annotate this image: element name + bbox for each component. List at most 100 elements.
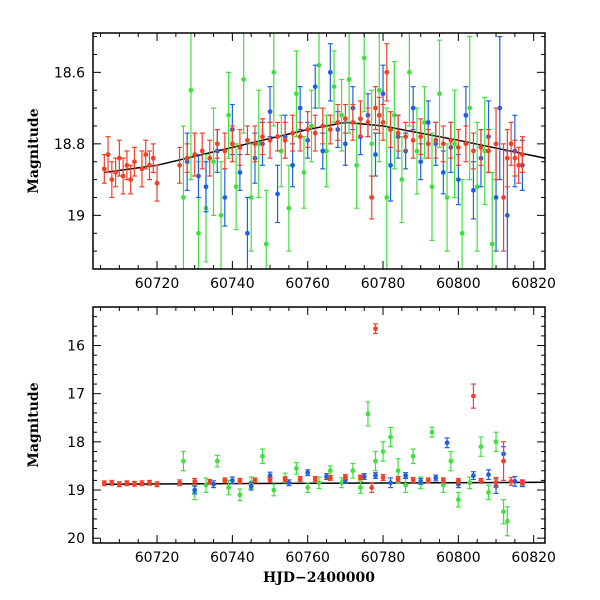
bottom-blue-point (444, 437, 450, 449)
top-red-point (305, 111, 311, 149)
bottom-red-point (373, 323, 378, 335)
bottom-blue-point (486, 469, 491, 481)
bottom-y-tick-label: 20 (67, 531, 85, 547)
top-green-point (354, 121, 360, 209)
top-green-point (293, 50, 299, 138)
top-green-point (211, 107, 217, 216)
bottom-blue-point (286, 479, 292, 487)
bottom-x-tick-label: 60760 (285, 550, 330, 566)
bottom-blue-point (211, 480, 217, 489)
bottom-red-point (177, 479, 183, 487)
top-red-point (486, 128, 491, 174)
bottom-blue-point (388, 477, 394, 489)
top-panel-ylabel: Magnitude (26, 108, 42, 193)
top-green-point (444, 143, 450, 252)
top-green-point (406, 33, 412, 127)
bottom-red-point (192, 477, 198, 485)
bottom-red-point (109, 479, 115, 486)
top-red-point (342, 103, 348, 134)
top-red-point (327, 114, 333, 145)
bottom-green-point (501, 499, 507, 525)
top-red-point (470, 132, 476, 170)
bottom-y-tick-label: 16 (67, 339, 85, 355)
top-red-point (369, 175, 375, 220)
top-red-point (376, 96, 382, 134)
top-red-point (244, 125, 250, 156)
bottom-green-point (203, 477, 209, 494)
top-green-point (482, 96, 488, 206)
top-red-point (403, 121, 409, 152)
bottom-red-point (282, 476, 288, 483)
bottom-green-point (504, 506, 510, 537)
top-green-point (437, 39, 443, 149)
top-green-point (429, 132, 435, 241)
top-red-point (519, 136, 525, 174)
top-green-point (376, 33, 382, 163)
top-red-point (365, 107, 371, 138)
top-red-point (177, 146, 183, 184)
bottom-blue-point (470, 471, 476, 481)
top-red-point (199, 132, 205, 170)
top-red-point (478, 128, 484, 166)
top-x-tick-label: 60780 (361, 276, 406, 292)
bottom-blue-point (305, 469, 311, 477)
top-red-point (410, 121, 416, 159)
top-red-point (440, 125, 446, 163)
bottom-panel-ylabel: Magnitude (26, 382, 42, 467)
top-red-point (282, 121, 288, 159)
top-red-point (150, 143, 156, 174)
bottom-green-point (410, 448, 416, 465)
top-y-tick-label: 18.8 (54, 137, 85, 153)
top-green-point (474, 121, 480, 252)
top-red-point (501, 143, 507, 252)
top-green-point (331, 50, 337, 123)
bottom-x-tick-label: 60780 (361, 550, 406, 566)
top-green-point (241, 33, 247, 134)
top-red-point (116, 139, 122, 177)
top-red-point (384, 43, 390, 102)
top-blue-point (222, 168, 228, 227)
bottom-green-point (260, 448, 265, 465)
bottom-green-point (365, 401, 371, 427)
top-blue-point (327, 43, 333, 102)
top-blue-point (312, 64, 318, 109)
bottom-green-point (180, 450, 186, 472)
top-panel: 60720 60740 60760 60780 60800 60820 18.6 18.8 19… (26, 32, 556, 292)
bottom-red-point (312, 475, 318, 482)
top-red-point (113, 157, 119, 188)
top-green-point (271, 33, 277, 127)
top-red-point (120, 157, 126, 195)
bottom-red-point (154, 481, 160, 488)
bottom-red-point (501, 441, 507, 481)
top-red-point (260, 118, 265, 156)
bottom-blue-point (192, 485, 198, 495)
bottom-x-tick-label: 60720 (135, 550, 180, 566)
bottom-red-point (327, 474, 333, 481)
top-red-point (128, 164, 134, 195)
bottom-x-tick-label: 60820 (511, 550, 556, 566)
bottom-red-point (207, 478, 213, 485)
bottom-red-point (252, 477, 258, 484)
bottom-green-point (388, 426, 394, 448)
top-red-point (124, 150, 130, 181)
bottom-x-tick-label: 60740 (210, 550, 255, 566)
bottom-green-point (293, 461, 299, 475)
top-red-point (143, 139, 149, 170)
bottom-red-point (493, 476, 499, 488)
top-red-point (335, 103, 341, 141)
top-red-point (184, 143, 190, 174)
top-red-point (275, 121, 281, 152)
top-red-point (131, 146, 137, 177)
top-red-point (512, 139, 518, 177)
bottom-blue-point (433, 474, 439, 482)
top-x-tick-label: 60740 (210, 276, 255, 292)
bottom-green-point (350, 462, 356, 479)
bottom-green-point (237, 488, 243, 502)
top-blue-point (470, 161, 476, 220)
bottom-red-point (455, 477, 461, 484)
bottom-red-point (508, 476, 514, 486)
top-red-point (267, 121, 273, 159)
top-red-point (504, 128, 510, 188)
top-red-point (154, 164, 160, 202)
top-blue-point (373, 132, 378, 177)
